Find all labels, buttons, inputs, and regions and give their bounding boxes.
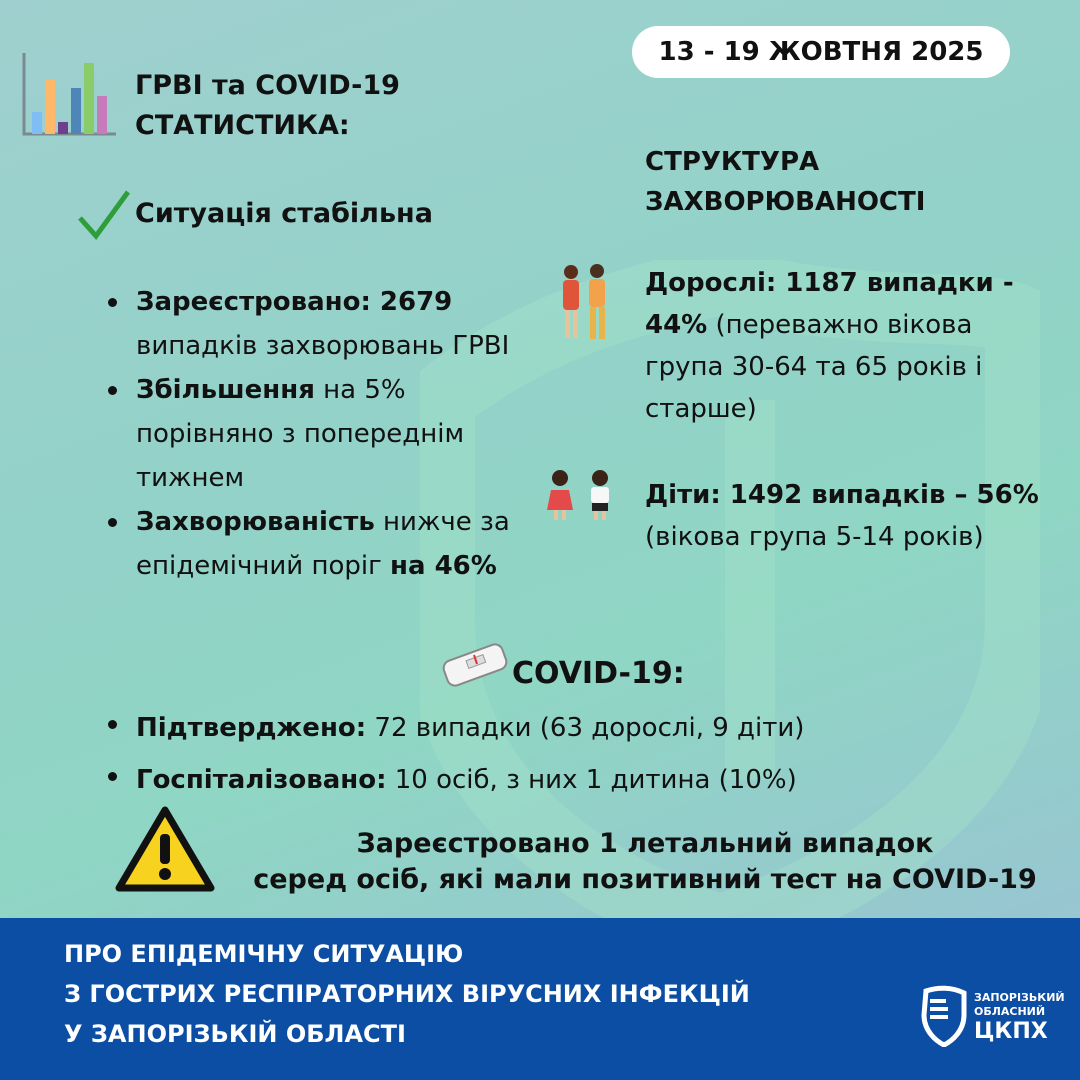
list-item: Зареєстровано: 2679 випадків захворювань…: [108, 280, 538, 368]
list-item: Збільшення на 5% порівняно з попереднім …: [108, 368, 538, 500]
footer-bar: [0, 918, 1080, 1080]
list-item: Підтверджено: 72 випадки (63 дорослі, 9 …: [108, 702, 1008, 754]
date-badge: 13 - 19 ЖОВТНЯ 2025: [632, 26, 1010, 78]
page-title: ГРВІ та COVID-19 СТАТИСТИКА:: [135, 70, 400, 141]
adults-text: Дорослі: 1187 випадки - 44% (переважно в…: [645, 268, 1014, 424]
covid-list: Підтверджено: 72 випадки (63 дорослі, 9 …: [108, 702, 1008, 806]
footer-title: ПРО ЕПІДЕМІЧНУ СИТУАЦІЮ З ГОСТРИХ РЕСПІРА…: [64, 940, 750, 1048]
warning-text: Зареєстровано 1 летальний випадок серед о…: [253, 828, 1037, 895]
covid-title: COVID-19:: [512, 656, 685, 691]
children-text: Діти: 1492 випадків – 56% (вікова група …: [645, 480, 1039, 552]
organization-logo: ЗАПОРІЗЬКИЙ ОБЛАСНИЙ ЦКПХ: [918, 985, 1065, 1051]
children-illustration-icon: [547, 470, 609, 520]
warning-icon: [115, 806, 215, 892]
list-item: Госпіталізовано: 10 осіб, з них 1 дитина…: [108, 754, 1008, 806]
covid-test-icon: [442, 643, 508, 687]
logo-shield-icon: [921, 985, 967, 1048]
status-text: Ситуація стабільна: [135, 198, 433, 229]
list-item: Захворюваність нижче за епідемічний порі…: [108, 500, 538, 588]
ari-list: Зареєстровано: 2679 випадків захворювань…: [108, 280, 538, 588]
structure-title: СТРУКТУРА ЗАХВОРЮВАНОСТІ: [645, 147, 926, 217]
bar-chart-icon: [22, 53, 116, 136]
adults-illustration-icon: [563, 264, 605, 339]
checkmark-icon: [78, 190, 130, 240]
